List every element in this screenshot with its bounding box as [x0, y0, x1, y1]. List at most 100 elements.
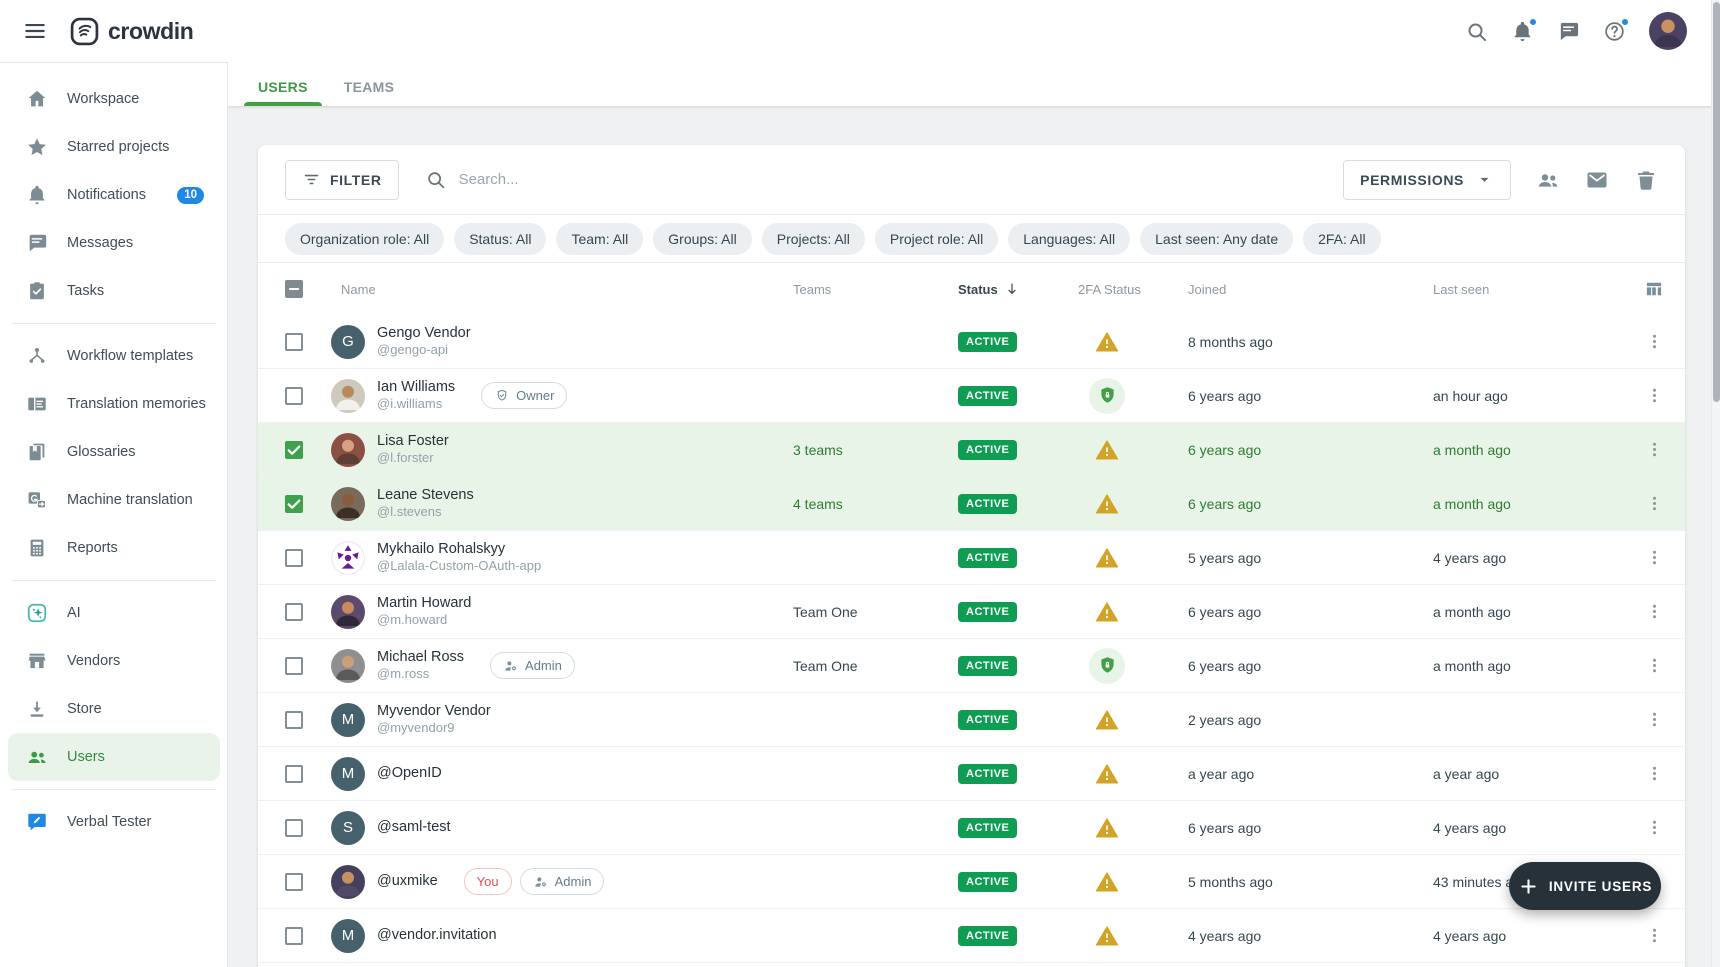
add-to-team-button[interactable] [1536, 168, 1560, 192]
sidebar-item-notifications[interactable]: Notifications10 [8, 171, 220, 219]
row-checkbox[interactable] [285, 387, 303, 405]
column-header-last-seen[interactable]: Last seen [1433, 282, 1623, 297]
sidebar-item-reports[interactable]: Reports [8, 524, 220, 572]
row-menu-button[interactable] [1644, 763, 1665, 784]
2fa-warning-icon [1095, 600, 1119, 624]
notifications-bell-button[interactable] [1511, 20, 1534, 43]
tab-users[interactable]: USERS [244, 68, 322, 106]
column-header-teams[interactable]: Teams [793, 282, 958, 297]
filter-chip-languages[interactable]: Languages: All [1008, 223, 1130, 255]
sidebar-item-machine-translation[interactable]: Machine translation [8, 476, 220, 524]
avatar: M [331, 919, 365, 953]
row-menu-button[interactable] [1644, 493, 1665, 514]
user-name-link[interactable]: Myvendor Vendor [377, 702, 491, 720]
hamburger-menu-icon[interactable] [22, 18, 48, 44]
scrollbar-thumb[interactable] [1713, 2, 1720, 402]
row-menu-button[interactable] [1644, 331, 1665, 352]
filter-chip-last-seen[interactable]: Last seen: Any date [1140, 223, 1293, 255]
select-all-checkbox[interactable] [285, 280, 303, 298]
column-settings-icon[interactable] [1644, 279, 1664, 299]
sidebar-item-ai[interactable]: AI [8, 589, 220, 637]
user-name-link[interactable]: @vendor.invitation [377, 926, 497, 944]
row-checkbox[interactable] [285, 927, 303, 945]
row-menu-button[interactable] [1644, 925, 1665, 946]
user-name-link[interactable]: Gengo Vendor [377, 324, 471, 342]
filter-chip-organization-role[interactable]: Organization role: All [285, 223, 444, 255]
column-header-joined[interactable]: Joined [1188, 282, 1433, 297]
row-checkbox[interactable] [285, 657, 303, 675]
column-header-name[interactable]: Name [341, 282, 793, 297]
filter-chip-status[interactable]: Status: All [454, 223, 546, 255]
row-menu-button[interactable] [1644, 817, 1665, 838]
sidebar-nav: WorkspaceStarred projectsNotifications10… [0, 70, 228, 846]
user-name-link[interactable]: Ian Williams [377, 378, 455, 396]
teams-cell[interactable]: 3 teams [793, 442, 958, 458]
sidebar-item-vendors[interactable]: Vendors [8, 637, 220, 685]
sidebar-item-label: Verbal Tester [67, 814, 151, 830]
sidebar-item-messages[interactable]: Messages [8, 219, 220, 267]
row-checkbox[interactable] [285, 333, 303, 351]
delete-users-button[interactable] [1634, 168, 1658, 192]
user-name-link[interactable]: @saml-test [377, 818, 451, 836]
search-icon[interactable] [1465, 20, 1488, 43]
chevron-down-icon [1475, 170, 1494, 189]
user-name-link[interactable]: Leane Stevens [377, 486, 474, 504]
user-name-link[interactable]: @OpenID [377, 764, 442, 782]
filter-chip-project-role[interactable]: Project role: All [875, 223, 998, 255]
filter-chip-projects[interactable]: Projects: All [762, 223, 865, 255]
row-menu-button[interactable] [1644, 547, 1665, 568]
2fa-warning-icon [1095, 708, 1119, 732]
status-badge: ACTIVE [958, 440, 1017, 460]
user-avatar[interactable] [1649, 12, 1687, 50]
sidebar-item-workflow-templates[interactable]: Workflow templates [8, 332, 220, 380]
row-checkbox[interactable] [285, 873, 303, 891]
user-name-link[interactable]: Michael Ross [377, 648, 464, 666]
sidebar-item-tasks[interactable]: Tasks [8, 267, 220, 315]
row-checkbox[interactable] [285, 495, 303, 513]
sidebar-item-store[interactable]: Store [8, 685, 220, 733]
row-checkbox[interactable] [285, 549, 303, 567]
filter-button[interactable]: FILTER [285, 160, 399, 200]
row-menu-button[interactable] [1644, 439, 1665, 460]
row-checkbox[interactable] [285, 441, 303, 459]
table-row: Lisa Foster@l.forster3 teamsACTIVE6 year… [258, 423, 1685, 477]
row-menu-button[interactable] [1644, 709, 1665, 730]
2fa-warning-icon [1095, 924, 1119, 948]
joined-cell: 6 years ago [1188, 820, 1433, 836]
permissions-button[interactable]: PERMISSIONS [1343, 160, 1511, 200]
tab-teams[interactable]: TEAMS [330, 68, 409, 106]
sidebar-item-users[interactable]: Users [8, 733, 220, 781]
teams-cell[interactable]: 4 teams [793, 496, 958, 512]
user-name-link[interactable]: Lisa Foster [377, 432, 449, 450]
sidebar-item-starred-projects[interactable]: Starred projects [8, 123, 220, 171]
sidebar-item-workspace[interactable]: Workspace [8, 75, 220, 123]
row-checkbox[interactable] [285, 711, 303, 729]
row-checkbox[interactable] [285, 819, 303, 837]
row-menu-button[interactable] [1644, 655, 1665, 676]
messages-icon[interactable] [1557, 20, 1580, 43]
invite-users-button[interactable]: INVITE USERS [1509, 862, 1661, 910]
user-name-link[interactable]: @uxmike [377, 872, 438, 890]
crowdin-logo[interactable]: crowdin [70, 17, 193, 46]
table-row: MMyvendor Vendor@myvendor9ACTIVE2 years … [258, 693, 1685, 747]
table-row: GGengo Vendor@gengo-apiACTIVE8 months ag… [258, 315, 1685, 369]
row-menu-button[interactable] [1644, 601, 1665, 622]
row-menu-button[interactable] [1644, 385, 1665, 406]
user-name-link[interactable]: Martin Howard [377, 594, 471, 612]
sidebar-item-translation-memories[interactable]: Translation memories [8, 380, 220, 428]
sidebar-item-glossaries[interactable]: Glossaries [8, 428, 220, 476]
filter-chip-2fa[interactable]: 2FA: All [1303, 223, 1380, 255]
row-checkbox[interactable] [285, 765, 303, 783]
filter-chip-groups[interactable]: Groups: All [653, 223, 751, 255]
search-input[interactable] [459, 171, 879, 188]
sidebar-item-verbal-tester[interactable]: Verbal Tester [8, 798, 220, 846]
filter-chip-team[interactable]: Team: All [556, 223, 643, 255]
column-header-2fa[interactable]: 2FA Status [1078, 282, 1188, 297]
help-button[interactable] [1603, 20, 1626, 43]
email-users-button[interactable] [1585, 168, 1609, 192]
row-checkbox[interactable] [285, 603, 303, 621]
sidebar-divider [0, 62, 228, 63]
sidebar-divider [12, 789, 216, 790]
column-header-status[interactable]: Status [958, 281, 1078, 297]
user-name-link[interactable]: Mykhailo Rohalskyy [377, 540, 541, 558]
